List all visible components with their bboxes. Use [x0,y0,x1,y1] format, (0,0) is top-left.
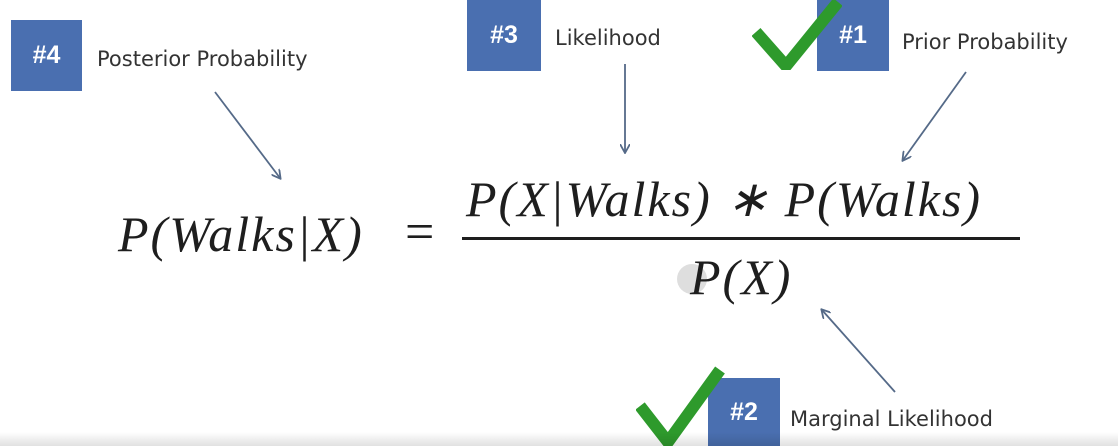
likelihood-label: Likelihood [555,26,661,50]
step-3-badge: #3 [467,0,541,71]
marginal-likelihood-label: Marginal Likelihood [790,407,993,431]
bottom-edge-shadow [0,432,1118,446]
prior-probability-label: Prior Probability [902,30,1068,54]
formula-denominator: P(X) [690,249,793,305]
fraction-bar [462,237,1020,240]
formula-numerator: P(X|Walks) ∗ P(Walks) [466,171,983,227]
posterior-probability-label: Posterior Probability [97,47,308,71]
marginal-arrow-icon [822,310,896,393]
step-2-badge: #2 [708,378,780,446]
checkmark-icon [752,0,842,70]
formula-lhs: P(Walks|X) [118,206,364,262]
cursor-highlight [677,264,707,294]
checkmark-icon [636,366,725,446]
prior-arrow-icon [903,71,967,160]
formula-equals: = [405,204,437,261]
step-4-badge: #4 [11,20,82,91]
posterior-arrow-icon [214,91,280,178]
